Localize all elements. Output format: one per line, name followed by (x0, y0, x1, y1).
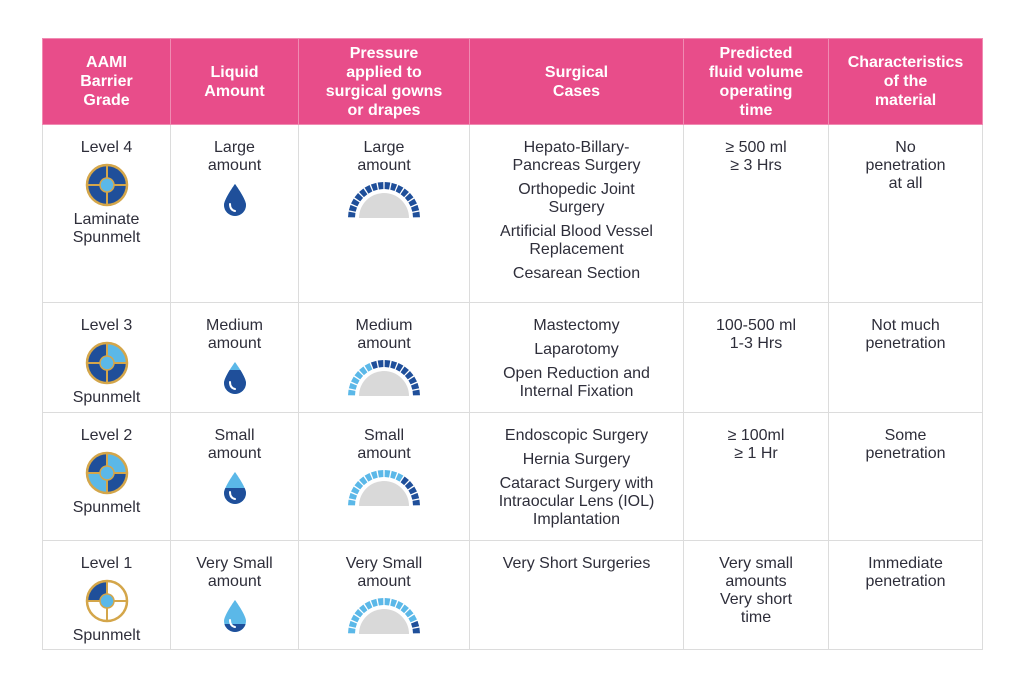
surgical-case: Cataract Surgery with Intraocular Lens (… (498, 475, 655, 528)
liquid-amount-label: Large amount (207, 139, 262, 174)
pressure-gauge-icon (348, 182, 420, 218)
header-characteristics: Characteristics of the material (828, 38, 983, 125)
table-row: Level 3 Spunmelt Medium amount Medium amoun… (42, 302, 983, 413)
pressure-gauge-icon (348, 360, 420, 396)
material-label: Spunmelt (72, 389, 141, 406)
pressure-gauge-icon (348, 470, 420, 506)
liquid-amount-cell: Medium amount (170, 302, 299, 413)
surgical-case: Orthopedic Joint Surgery (518, 181, 635, 216)
fluid-volume-text: 100-500 ml 1-3 Hrs (715, 317, 797, 352)
liquid-amount-cell: Very Small amount (170, 540, 299, 650)
header-surgical-cases: Surgical Cases (469, 38, 684, 125)
surgical-case: Very Short Surgeries (502, 555, 651, 572)
level-label: Level 3 (80, 317, 133, 334)
surgical-case: Endoscopic Surgery (504, 427, 649, 444)
characteristics-text: Some penetration (865, 427, 946, 462)
fluid-volume-cell: ≥ 100ml ≥ 1 Hr (683, 412, 829, 541)
header-liquid-amount: Liquid Amount (170, 38, 299, 125)
barrier-level-icon (85, 163, 128, 207)
characteristics-text: Immediate penetration (865, 555, 946, 590)
barrier-grade-cell: Level 2 Spunmelt (42, 412, 171, 541)
pressure-cell: Very Small amount (298, 540, 470, 650)
pressure-gauge-icon (348, 598, 420, 634)
liquid-amount-label: Very Small amount (196, 555, 273, 590)
surgical-case: Hepato-Billary- Pancreas Surgery (512, 139, 641, 174)
fluid-volume-cell: 100-500 ml 1-3 Hrs (683, 302, 829, 413)
barrier-grade-cell: Level 3 Spunmelt (42, 302, 171, 413)
fluid-volume-cell: ≥ 500 ml ≥ 3 Hrs (683, 124, 829, 303)
pressure-cell: Large amount (298, 124, 470, 303)
pressure-label: Very Small amount (345, 555, 423, 590)
liquid-amount-label: Small amount (207, 427, 262, 462)
fluid-volume-text: ≥ 500 ml ≥ 3 Hrs (725, 139, 787, 174)
level-label: Level 1 (80, 555, 133, 572)
liquid-drop-icon (223, 600, 246, 632)
surgical-case: Artificial Blood Vessel Replacement (500, 223, 653, 258)
surgical-case: Open Reduction and Internal Fixation (503, 365, 650, 400)
characteristics-cell: Immediate penetration (828, 540, 983, 650)
surgical-cases-cell: Endoscopic Surgery Hernia Surgery Cataract… (469, 412, 684, 541)
characteristics-cell: Not much penetration (828, 302, 983, 413)
barrier-level-icon (85, 579, 128, 623)
fluid-volume-text: ≥ 100ml ≥ 1 Hr (727, 427, 785, 462)
surgical-case: Cesarean Section (512, 265, 641, 282)
fluid-volume-cell: Very small amounts Very short time (683, 540, 829, 650)
liquid-amount-label: Medium amount (206, 317, 263, 352)
surgical-cases-cell: Very Short Surgeries (469, 540, 684, 650)
header-pressure: Pressure applied to surgical gowns or dr… (298, 38, 470, 125)
characteristics-text: Not much penetration (865, 317, 946, 352)
fluid-volume-text: Very small amounts Very short time (719, 555, 793, 626)
pressure-cell: Medium amount (298, 302, 470, 413)
surgical-case: Hernia Surgery (522, 451, 631, 468)
barrier-level-icon (85, 451, 128, 495)
material-label: Laminate Spunmelt (72, 211, 141, 246)
surgical-cases-cell: Hepato-Billary- Pancreas Surgery Orthoped… (469, 124, 684, 303)
table-row: Level 2 Spunmelt Small amount Small amount E… (42, 412, 983, 541)
pressure-label: Small amount (357, 427, 411, 462)
pressure-label: Large amount (357, 139, 411, 174)
surgical-cases-cell: Mastectomy Laparotomy Open Reduction and I… (469, 302, 684, 413)
barrier-grade-cell: Level 1 Spunmelt (42, 540, 171, 650)
material-label: Spunmelt (72, 627, 141, 644)
table-row: Level 4 Laminate Spunmelt Large amount Larg… (42, 124, 983, 303)
barrier-level-icon (85, 341, 128, 385)
header-barrier-grade: AAMI Barrier Grade (42, 38, 171, 125)
level-label: Level 4 (80, 139, 133, 156)
liquid-amount-cell: Small amount (170, 412, 299, 541)
level-label: Level 2 (80, 427, 133, 444)
header-fluid-volume-time: Predicted fluid volume operating time (683, 38, 829, 125)
barrier-grade-table: AAMI Barrier Grade Liquid Amount Pressur… (42, 38, 983, 650)
liquid-amount-cell: Large amount (170, 124, 299, 303)
pressure-label: Medium amount (355, 317, 413, 352)
liquid-drop-icon (223, 362, 246, 394)
table-row: Level 1 Spunmelt Very Small amount Very Sma… (42, 540, 983, 650)
surgical-case: Mastectomy (533, 317, 620, 334)
header-row: AAMI Barrier Grade Liquid Amount Pressur… (42, 38, 983, 125)
characteristics-cell: Some penetration (828, 412, 983, 541)
characteristics-text: No penetration at all (865, 139, 946, 192)
barrier-grade-cell: Level 4 Laminate Spunmelt (42, 124, 171, 303)
material-label: Spunmelt (72, 499, 141, 516)
liquid-drop-icon (223, 472, 246, 504)
surgical-case: Laparotomy (534, 341, 619, 358)
characteristics-cell: No penetration at all (828, 124, 983, 303)
liquid-drop-icon (223, 184, 246, 216)
pressure-cell: Small amount (298, 412, 470, 541)
